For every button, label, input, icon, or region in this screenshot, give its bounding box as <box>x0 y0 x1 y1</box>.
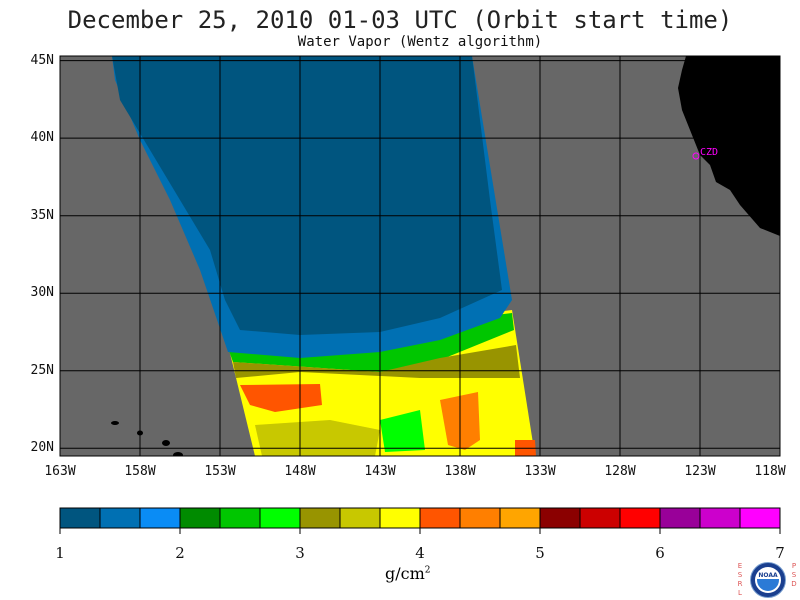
lon-tick-label: 123W <box>684 464 716 479</box>
lat-tick-label: 45N <box>30 52 54 68</box>
page-subtitle: Water Vapor (Wentz algorithm) <box>297 34 543 50</box>
colorbar-swatch <box>619 507 661 529</box>
island-1 <box>111 421 119 425</box>
lat-tick-label: 30N <box>30 285 54 301</box>
colorbar-swatch <box>659 507 701 529</box>
colorbar-tick-label: 6 <box>655 544 665 562</box>
station-marker: CZD <box>692 147 718 160</box>
island-3 <box>162 440 170 446</box>
colorbar-swatch <box>99 507 141 529</box>
graticule <box>60 56 780 456</box>
lon-tick-label: 163W <box>44 464 76 479</box>
colorbar-tick-label: 2 <box>175 544 185 562</box>
map-frame <box>59 55 781 457</box>
colorbar-tick-label: 5 <box>535 544 545 562</box>
swath-olive-band <box>233 345 520 378</box>
lon-tick-label: 138W <box>444 464 476 479</box>
swath-olive-patch <box>255 420 380 456</box>
swath-orange-west <box>240 384 322 412</box>
units-base: g/cm <box>385 564 425 583</box>
island-4 <box>173 452 183 456</box>
colorbar-swatch <box>739 507 781 529</box>
colorbar-swatch <box>379 507 421 529</box>
lon-tick-label: 118W <box>754 464 786 479</box>
colorbar-swatch <box>499 507 541 529</box>
lat-tick-label: 20N <box>30 440 54 456</box>
lon-tick-label: 143W <box>364 464 396 479</box>
colorbar-swatch <box>59 507 101 529</box>
lon-tick-label: 148W <box>284 464 316 479</box>
colorbar-swatch <box>579 507 621 529</box>
land-coastline <box>678 56 780 236</box>
lon-tick-label: 133W <box>524 464 556 479</box>
lat-tick-label: 35N <box>30 207 54 223</box>
colorbar-swatch <box>179 507 221 529</box>
colorbar-swatch <box>699 507 741 529</box>
lon-tick-label: 158W <box>124 464 156 479</box>
colorbar-units: g/cm2 <box>385 564 431 583</box>
colorbar-swatch <box>259 507 301 529</box>
noaa-logo-icon: NOAA <box>750 562 786 598</box>
page-title: December 25, 2010 01-03 UTC (Orbit start… <box>67 6 733 34</box>
colorbar-swatch <box>339 507 381 529</box>
colorbar-tick-label: 7 <box>775 544 785 562</box>
colorbar-swatch <box>459 507 501 529</box>
logo-text: NOAA <box>758 572 778 579</box>
colorbar-tick-label: 1 <box>55 544 65 562</box>
colorbar-tick-label: 3 <box>295 544 305 562</box>
lat-tick-label: 25N <box>30 362 54 378</box>
swath-dry-region <box>112 56 502 335</box>
colorbar-swatch <box>139 507 181 529</box>
colorbar-swatch <box>419 507 461 529</box>
lon-tick-label: 128W <box>604 464 636 479</box>
colorbar <box>59 507 781 534</box>
lat-tick-label: 40N <box>30 130 54 146</box>
units-exponent: 2 <box>424 565 431 576</box>
colorbar-swatch <box>219 507 261 529</box>
lon-tick-label: 153W <box>204 464 236 479</box>
colorbar-swatch <box>299 507 341 529</box>
swath-green-patch <box>380 410 425 452</box>
colorbar-tick-label: 4 <box>415 544 425 562</box>
colorbar-swatch <box>539 507 581 529</box>
station-label: CZD <box>700 147 718 158</box>
